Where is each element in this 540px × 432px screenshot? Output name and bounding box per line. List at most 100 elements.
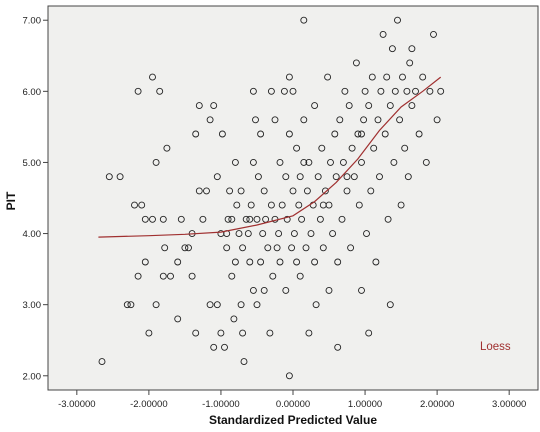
y-axis-title: PIT <box>4 191 18 210</box>
data-point <box>327 158 334 166</box>
data-point <box>257 130 265 138</box>
x-tick-label: 0.00000 <box>276 399 310 410</box>
data-point <box>285 73 293 81</box>
data-point <box>278 201 286 209</box>
data-point <box>415 130 423 138</box>
data-point <box>302 244 310 252</box>
data-point <box>174 315 182 323</box>
data-point <box>324 73 332 81</box>
data-point <box>352 59 360 67</box>
data-point <box>379 30 387 38</box>
data-point <box>372 258 380 266</box>
data-point <box>260 286 268 294</box>
data-point <box>280 87 288 95</box>
data-point <box>177 215 185 223</box>
data-point <box>332 173 340 181</box>
data-point <box>195 102 203 110</box>
data-point <box>223 244 231 252</box>
y-tick-label: 2.00 <box>23 371 42 382</box>
data-point <box>339 158 347 166</box>
data-point <box>295 201 303 209</box>
data-point <box>348 144 356 152</box>
data-point <box>300 116 308 124</box>
data-point <box>397 201 405 209</box>
data-point <box>336 116 344 124</box>
data-point <box>156 87 164 95</box>
data-point <box>152 301 160 309</box>
data-point <box>422 158 430 166</box>
data-point <box>249 286 257 294</box>
data-point <box>213 301 221 309</box>
data-point <box>430 30 437 38</box>
data-point <box>390 158 398 166</box>
data-point <box>237 301 245 309</box>
data-point <box>221 343 228 351</box>
data-point <box>365 329 373 337</box>
data-point <box>233 201 241 209</box>
data-point <box>319 244 327 252</box>
data-point <box>273 244 281 252</box>
loess-line <box>98 76 442 238</box>
data-point <box>367 187 375 195</box>
data-point <box>167 272 174 280</box>
data-point <box>426 87 434 95</box>
data-point <box>259 230 267 238</box>
data-point <box>206 116 214 124</box>
data-point <box>199 215 207 223</box>
data-point <box>159 215 167 223</box>
x-tick-label: 3.00000 <box>492 399 526 410</box>
data-point <box>260 187 268 195</box>
data-point <box>391 87 399 95</box>
data-point <box>383 73 391 81</box>
data-point <box>347 244 355 252</box>
data-point <box>293 144 301 152</box>
data-point <box>161 244 169 252</box>
data-point <box>408 102 416 110</box>
data-point <box>293 258 301 266</box>
data-point <box>275 230 283 238</box>
data-point <box>361 87 369 95</box>
data-point <box>368 73 376 81</box>
data-point <box>131 201 138 209</box>
plot-area <box>47 5 539 391</box>
data-point <box>319 201 327 209</box>
data-point <box>386 301 394 309</box>
data-point <box>271 116 279 124</box>
data-point <box>247 201 255 209</box>
data-point <box>311 102 319 110</box>
data-point <box>141 215 149 223</box>
data-point <box>358 158 365 166</box>
data-point <box>394 16 401 24</box>
data-point <box>399 73 406 81</box>
data-point <box>134 272 142 280</box>
data-point <box>318 144 326 152</box>
data-points <box>98 16 445 380</box>
data-point <box>228 272 236 280</box>
data-point <box>159 272 167 280</box>
data-point <box>228 215 236 223</box>
data-point <box>303 187 311 195</box>
data-point <box>433 116 441 124</box>
data-point <box>316 215 324 223</box>
data-point <box>138 201 146 209</box>
data-point <box>388 45 396 53</box>
data-point <box>249 158 257 166</box>
data-point <box>381 130 389 138</box>
data-point <box>285 372 293 380</box>
data-point <box>213 173 221 181</box>
data-point <box>195 187 203 195</box>
data-point <box>300 158 308 166</box>
data-point <box>350 173 358 181</box>
data-point <box>240 358 248 366</box>
data-point <box>289 187 297 195</box>
data-point <box>174 258 182 266</box>
x-tick-label: -3.00000 <box>58 399 96 410</box>
data-point <box>239 329 247 337</box>
data-point <box>264 244 272 252</box>
data-point <box>396 116 404 124</box>
data-point <box>312 301 320 309</box>
data-point <box>235 230 243 238</box>
data-point <box>290 230 298 238</box>
data-point <box>210 343 218 351</box>
